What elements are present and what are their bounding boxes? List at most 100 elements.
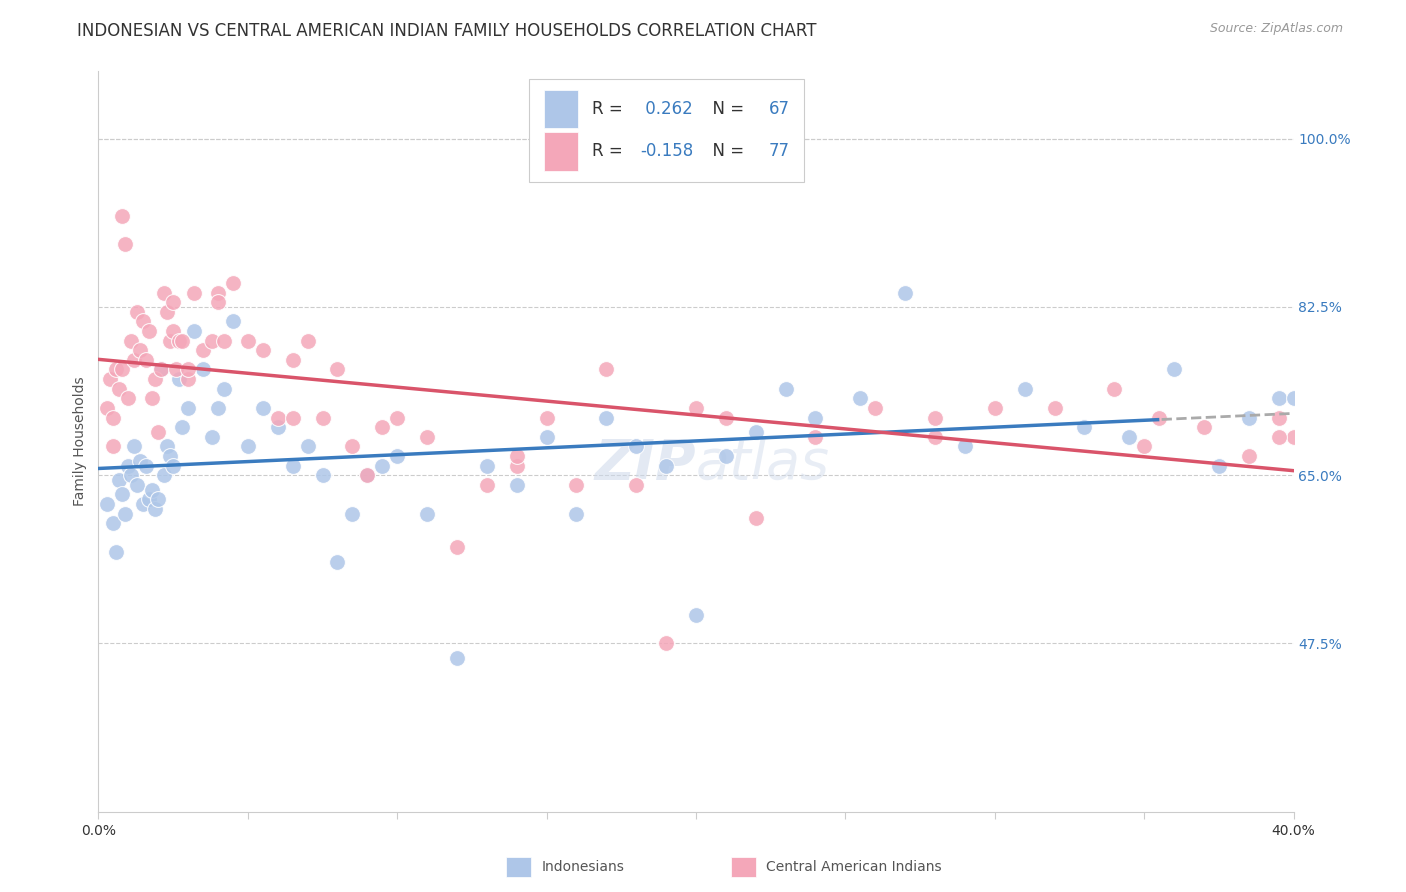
Point (222, 314, 245, 328)
Point (108, 382, 131, 396)
Point (153, 285, 176, 300)
Point (506, 458, 529, 473)
Point (1267, 410, 1289, 425)
Point (156, 304, 179, 318)
Point (342, 439, 364, 453)
Point (138, 492, 160, 507)
Point (143, 372, 166, 386)
Point (172, 334, 194, 348)
Point (536, 430, 558, 444)
Point (111, 487, 134, 501)
Point (150, 362, 173, 376)
Text: ZIP: ZIP (595, 437, 696, 491)
Point (191, 343, 214, 358)
Point (655, 636, 678, 650)
Point (281, 352, 304, 367)
Point (129, 343, 152, 358)
Point (124, 439, 146, 453)
Point (1043, 401, 1066, 415)
Point (326, 555, 349, 569)
Point (894, 285, 917, 300)
Point (984, 401, 1007, 415)
Point (475, 458, 498, 473)
Point (172, 420, 194, 434)
Point (1163, 362, 1185, 376)
Text: R =: R = (592, 100, 628, 118)
Point (127, 478, 149, 492)
Y-axis label: Family Households: Family Households (73, 376, 87, 507)
Point (281, 410, 304, 425)
Point (191, 362, 214, 376)
Point (565, 478, 588, 492)
Point (114, 507, 136, 521)
Point (626, 439, 648, 453)
Point (103, 516, 125, 531)
Point (924, 430, 946, 444)
Point (96, 497, 118, 511)
Point (1267, 391, 1289, 405)
Point (745, 511, 768, 525)
Point (167, 334, 190, 348)
Point (565, 507, 588, 521)
Point (1282, 391, 1305, 405)
Point (111, 209, 134, 223)
Point (775, 382, 797, 396)
Point (745, 425, 768, 439)
Text: Central American Indians: Central American Indians (766, 860, 942, 874)
Point (207, 401, 229, 415)
Point (138, 324, 160, 338)
Point (267, 410, 290, 425)
Text: N =: N = (702, 100, 749, 118)
Point (714, 410, 737, 425)
Point (212, 382, 235, 396)
Point (135, 352, 157, 367)
Point (371, 458, 394, 473)
Point (1118, 430, 1140, 444)
Point (356, 468, 378, 483)
Text: Source: ZipAtlas.com: Source: ZipAtlas.com (1209, 22, 1343, 36)
Point (129, 454, 152, 468)
Point (159, 449, 181, 463)
Point (924, 410, 946, 425)
Point (311, 468, 333, 483)
Point (267, 420, 290, 434)
Point (103, 410, 125, 425)
Point (506, 478, 529, 492)
Point (103, 439, 125, 453)
Point (685, 401, 707, 415)
Point (1192, 420, 1215, 434)
Point (342, 507, 364, 521)
Point (177, 372, 200, 386)
Point (201, 334, 224, 348)
Point (371, 420, 394, 434)
Point (117, 391, 139, 405)
Point (114, 237, 136, 252)
Point (150, 362, 173, 376)
Point (132, 497, 155, 511)
Point (156, 439, 179, 453)
Point (953, 439, 976, 453)
Point (141, 391, 163, 405)
Point (212, 334, 235, 348)
Text: N =: N = (702, 143, 749, 161)
FancyBboxPatch shape (544, 90, 578, 128)
Point (1282, 430, 1305, 444)
Point (804, 430, 827, 444)
Point (1208, 458, 1230, 473)
Point (132, 314, 155, 328)
Point (655, 458, 678, 473)
Point (162, 458, 184, 473)
Text: -0.158: -0.158 (640, 143, 693, 161)
Point (1014, 382, 1036, 396)
Point (207, 295, 229, 310)
Point (167, 372, 190, 386)
Point (446, 651, 468, 665)
Point (416, 507, 439, 521)
Point (183, 285, 205, 300)
FancyBboxPatch shape (529, 78, 804, 183)
Point (236, 334, 259, 348)
Point (595, 410, 617, 425)
Point (183, 324, 205, 338)
Point (162, 324, 184, 338)
FancyBboxPatch shape (544, 132, 578, 170)
